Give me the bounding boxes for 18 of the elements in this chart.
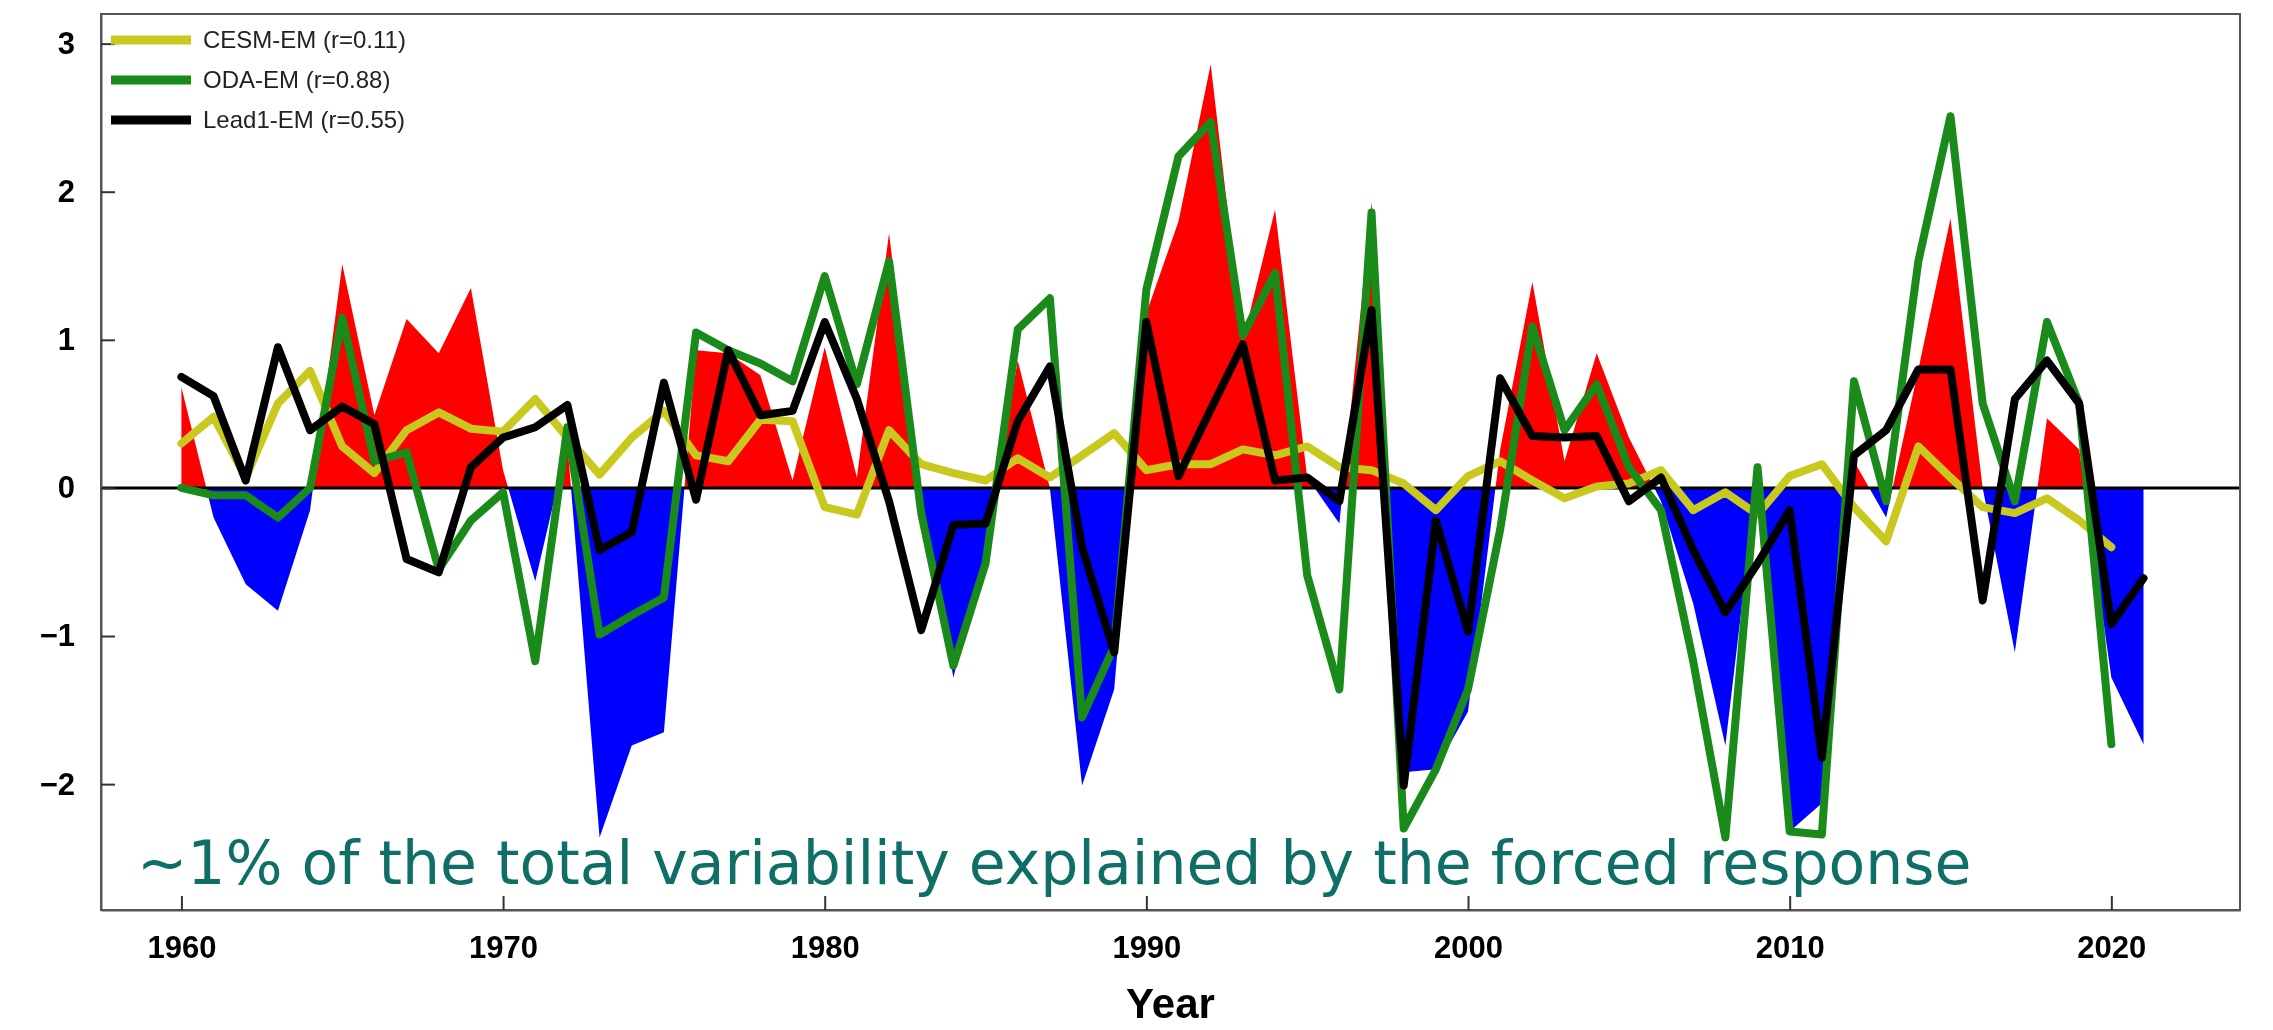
x-tick-label: 1980 xyxy=(790,930,860,966)
legend-label: ODA-EM (r=0.88) xyxy=(203,66,391,93)
y-tick-label: −1 xyxy=(39,618,75,654)
x-tick-label: 2000 xyxy=(1434,930,1504,966)
x-tick-label: 1990 xyxy=(1112,930,1182,966)
x-tick-label: 2020 xyxy=(2077,930,2147,966)
y-tick-label: 3 xyxy=(57,26,75,62)
legend-label: CESM-EM (r=0.11) xyxy=(203,26,406,53)
annotation: ~1% of the total variability explained by the forced response xyxy=(137,828,1972,898)
legend-label: Lead1-EM (r=0.55) xyxy=(203,106,406,133)
x-tick-label: 1960 xyxy=(147,930,217,966)
x-tick-label: 2010 xyxy=(1755,930,1825,966)
x-axis-title: Year xyxy=(1126,980,1215,1027)
y-tick-label: 2 xyxy=(57,174,75,210)
y-tick-label: −2 xyxy=(39,766,75,802)
y-tick-label: 0 xyxy=(57,470,75,506)
y-tick-label: 1 xyxy=(57,322,75,358)
x-tick-label: 1970 xyxy=(469,930,539,966)
